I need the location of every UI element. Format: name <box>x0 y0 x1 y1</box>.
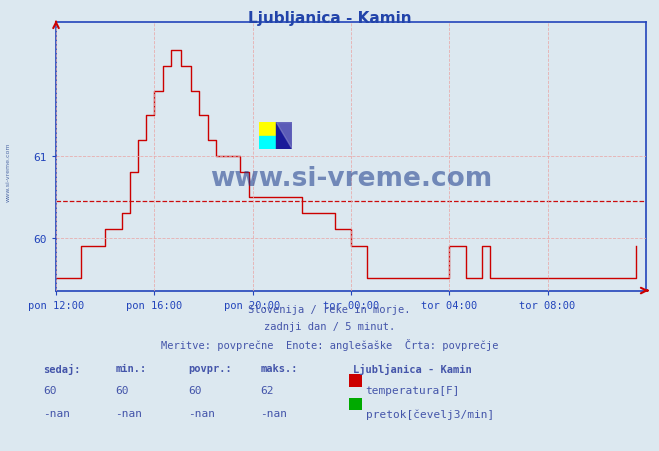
Text: -nan: -nan <box>188 408 215 418</box>
Text: -nan: -nan <box>260 408 287 418</box>
Text: povpr.:: povpr.: <box>188 363 231 373</box>
Text: www.si-vreme.com: www.si-vreme.com <box>210 165 492 191</box>
Text: -nan: -nan <box>115 408 142 418</box>
Text: maks.:: maks.: <box>260 363 298 373</box>
Bar <box>260 123 275 137</box>
Text: pretok[čevelj3/min]: pretok[čevelj3/min] <box>366 408 494 419</box>
Text: 60: 60 <box>43 385 56 395</box>
Text: Ljubljanica - Kamin: Ljubljanica - Kamin <box>353 363 471 374</box>
Polygon shape <box>275 123 292 150</box>
Text: Ljubljanica - Kamin: Ljubljanica - Kamin <box>248 11 411 26</box>
Text: zadnji dan / 5 minut.: zadnji dan / 5 minut. <box>264 322 395 331</box>
Text: Slovenija / reke in morje.: Slovenija / reke in morje. <box>248 304 411 314</box>
Text: -nan: -nan <box>43 408 70 418</box>
Text: www.si-vreme.com: www.si-vreme.com <box>5 142 11 201</box>
Text: sedaj:: sedaj: <box>43 363 80 374</box>
Bar <box>275 123 292 150</box>
Text: temperatura[F]: temperatura[F] <box>366 385 460 395</box>
Text: min.:: min.: <box>115 363 146 373</box>
Text: 60: 60 <box>115 385 129 395</box>
Text: 60: 60 <box>188 385 201 395</box>
Bar <box>260 137 275 150</box>
Text: Meritve: povprečne  Enote: anglešaške  Črta: povprečje: Meritve: povprečne Enote: anglešaške Črt… <box>161 339 498 351</box>
Text: 62: 62 <box>260 385 273 395</box>
